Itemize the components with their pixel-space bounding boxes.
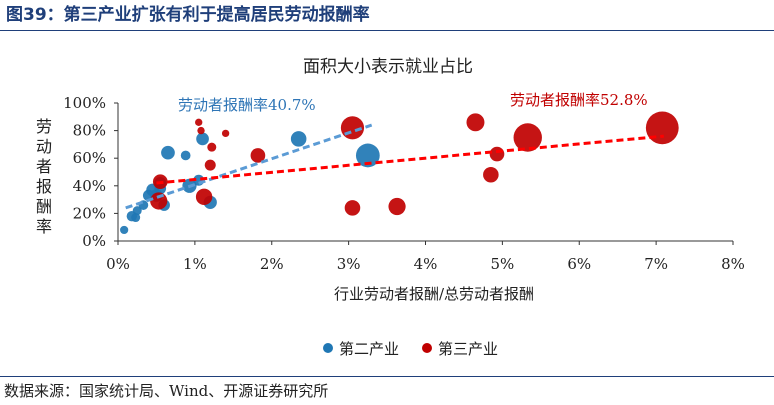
trendline-label: 劳动者报酬率52.8% xyxy=(510,91,648,109)
legend-label: 第三产业 xyxy=(438,340,498,358)
data-point xyxy=(290,131,307,147)
trendlines: 劳动者报酬率40.7% 劳动者报酬率52.8% xyxy=(125,91,664,210)
legend-label: 第二产业 xyxy=(339,340,399,358)
data-points xyxy=(120,111,679,235)
y-tick-label: 20% xyxy=(73,204,106,222)
data-point xyxy=(250,148,266,163)
data-point xyxy=(195,188,213,206)
data-point xyxy=(131,213,141,223)
y-tick-label: 0% xyxy=(82,232,106,250)
data-point xyxy=(150,192,168,210)
x-tick-label: 0% xyxy=(106,255,130,273)
x-tick-label: 3% xyxy=(337,255,361,273)
data-point xyxy=(196,132,209,146)
data-point xyxy=(466,113,485,132)
data-point xyxy=(645,111,679,145)
data-point xyxy=(207,142,217,152)
x-tick-label: 1% xyxy=(183,255,207,273)
x-tick-label: 2% xyxy=(260,255,284,273)
axes: 0% 20% 40% 60% 80% 100% 0% 1% 2% 3% 4% 5% 6% 7% 8% xyxy=(63,94,745,273)
data-point xyxy=(388,197,406,216)
x-tick-label: 4% xyxy=(414,255,438,273)
x-tick-label: 6% xyxy=(567,255,591,273)
bottom-rule xyxy=(0,376,774,377)
trendline-label: 劳动者报酬率40.7% xyxy=(178,96,316,114)
data-point xyxy=(197,126,205,135)
data-point xyxy=(221,129,230,138)
data-point xyxy=(489,146,505,162)
x-tick-label: 7% xyxy=(644,255,668,273)
y-tick-label: 40% xyxy=(73,177,106,195)
legend: 第二产业 第三产业 xyxy=(323,340,498,358)
legend-marker xyxy=(422,343,432,353)
x-tick-label: 8% xyxy=(721,255,745,273)
data-point xyxy=(180,150,191,161)
data-point xyxy=(195,118,203,126)
source-note: 数据来源：国家统计局、Wind、开源证券研究所 xyxy=(4,382,329,400)
chart-title: 面积大小表示就业占比 xyxy=(303,57,473,77)
y-tick-label: 60% xyxy=(73,149,106,167)
legend-marker xyxy=(323,343,333,353)
data-point xyxy=(344,200,361,216)
y-axis-label: 劳动者报酬率 xyxy=(36,117,52,236)
trendline xyxy=(156,134,664,185)
top-rule xyxy=(0,30,774,31)
figure-title: 图39：第三产业扩张有利于提高居民劳动报酬率 xyxy=(6,5,370,25)
x-tick-label: 5% xyxy=(490,255,514,273)
data-point xyxy=(204,159,216,171)
data-point xyxy=(513,123,542,152)
data-point xyxy=(132,206,142,216)
x-axis-label: 行业劳动者报酬/总劳动者报酬 xyxy=(334,285,534,303)
data-point xyxy=(120,225,129,235)
data-point xyxy=(161,145,175,160)
y-tick-label: 100% xyxy=(63,94,106,112)
y-tick-label: 80% xyxy=(73,122,106,140)
data-point xyxy=(483,166,499,183)
data-point xyxy=(355,143,380,168)
